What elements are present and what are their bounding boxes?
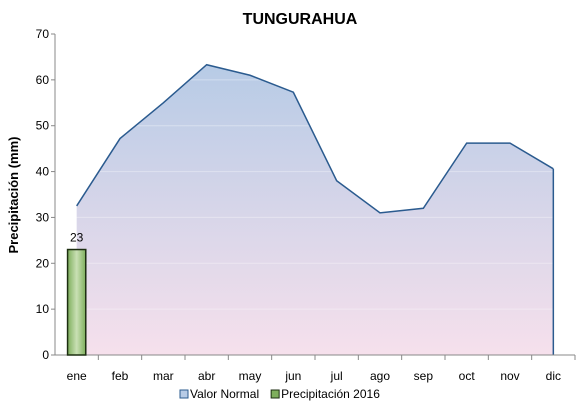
- x-tick-label: jun: [284, 369, 301, 383]
- x-tick-label: oct: [459, 369, 476, 383]
- legend-swatch: [179, 389, 189, 399]
- x-tick-label: may: [239, 369, 262, 383]
- y-tick-label: 30: [36, 210, 50, 224]
- x-tick-label: feb: [112, 369, 129, 383]
- x-tick-label: ago: [370, 369, 390, 383]
- y-tick-label: 70: [36, 27, 50, 41]
- area-line: [76, 63, 554, 214]
- data-label: 23: [70, 231, 84, 245]
- x-tick-label: abr: [198, 369, 215, 383]
- x-tick-label: mar: [153, 369, 174, 383]
- legend-swatch: [270, 389, 280, 399]
- y-tick-label: 0: [42, 348, 49, 362]
- area-fill: [76, 64, 554, 355]
- x-tick-label: nov: [500, 369, 519, 383]
- y-axis-label: Precipitación (mm): [6, 136, 21, 253]
- legend-label: Precipitación 2016: [281, 387, 380, 401]
- x-tick-label: dic: [546, 369, 561, 383]
- y-tick-label: 20: [36, 256, 50, 270]
- x-tick-label: ene: [67, 369, 87, 383]
- legend-label: Valor Normal: [190, 387, 259, 401]
- y-tick-label: 40: [36, 165, 50, 179]
- chart-title: TUNGURAHUA: [243, 11, 358, 28]
- y-tick-label: 10: [36, 302, 50, 316]
- y-tick-label: 50: [36, 119, 50, 133]
- bar: [66, 248, 87, 356]
- y-tick-label: 60: [36, 73, 50, 87]
- x-tick-label: jul: [330, 369, 343, 383]
- x-tick-label: sep: [414, 369, 434, 383]
